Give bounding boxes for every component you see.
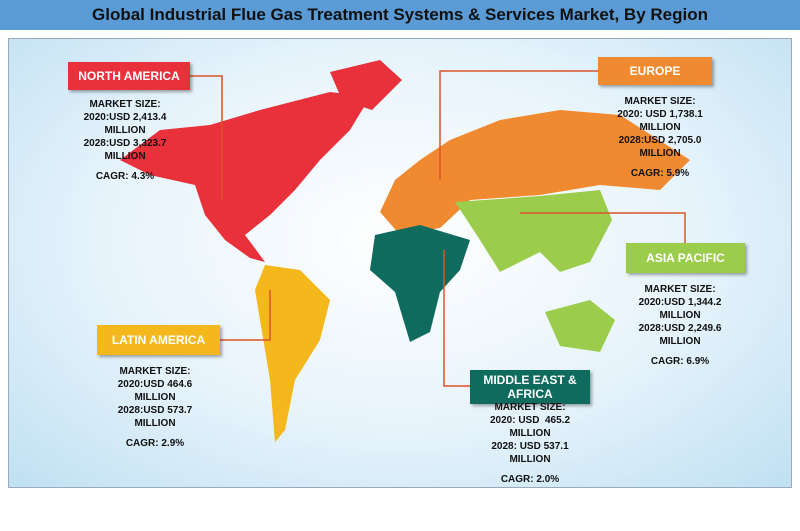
title: Global Industrial Flue Gas Treatment Sys… [0,0,800,30]
region-info: MARKET SIZE: 2020: USD 1,738.1 MILLION 2028… [595,95,725,180]
info-line: MILLION [659,310,701,321]
info-line: MARKET SIZE: [644,284,716,295]
info-line: 2020:USD 464.6 [117,379,193,390]
region-info: MARKET SIZE: 2020: USD 465.2 MILLION 2028: … [465,401,595,486]
info-line: 2020: USD 465.2 [489,415,571,426]
info-line: MARKET SIZE: [494,402,566,413]
info-line: MILLION [509,428,551,439]
info-line: MILLION [659,336,701,347]
info-line: CAGR: 4.3% [95,171,155,182]
info-line: CAGR: 2.9% [125,438,185,449]
connector [520,212,686,243]
asia-pacific [455,190,612,272]
info-line: CAGR: 5.9% [630,168,690,179]
info-line: CAGR: 2.0% [500,474,560,485]
region-label: ASIA PACIFIC [626,243,745,273]
connector [443,250,470,387]
north-america [120,92,370,262]
info-line: MILLION [104,151,146,162]
region-label: MIDDLE EAST & AFRICA [470,370,590,404]
australia [545,300,615,352]
info-line: 2020:USD 1,344.2 [638,297,722,308]
region-label: LATIN AMERICA [97,325,220,355]
info-line: MARKET SIZE: [119,366,191,377]
info-line: MARKET SIZE: [89,99,161,110]
south-america [255,265,330,442]
info-line: 2028:USD 573.7 [117,405,193,416]
connector [439,70,598,180]
info-line: MILLION [509,454,551,465]
info-line: 2020:USD 2,413.4 [83,112,167,123]
connector [220,290,271,341]
info-line: 2020: USD 1,738.1 [617,109,703,120]
info-line: 2028:USD 2,249.6 [638,323,722,334]
info-line: MILLION [639,148,681,159]
region-info: MARKET SIZE: 2020:USD 464.6 MILLION 2028:US… [90,365,220,450]
connectors [190,70,686,387]
info-line: 2028: USD 537.1 [491,441,569,452]
info-line: MILLION [104,125,146,136]
region-info: MARKET SIZE: 2020:USD 2,413.4 MILLION 2028:… [60,98,190,183]
region-info: MARKET SIZE: 2020:USD 1,344.2 MILLION 2028:… [615,283,745,368]
region-label: EUROPE [598,57,712,85]
africa [370,225,470,342]
info-line: MILLION [639,122,681,133]
info-line: MILLION [134,392,176,403]
info-line: CAGR: 6.9% [650,356,710,367]
greenland [330,60,402,110]
connector [190,75,223,200]
info-line: MILLION [134,418,176,429]
region-label: NORTH AMERICA [68,62,190,90]
info-line: MARKET SIZE: [624,96,696,107]
info-line: 2028:USD 3,323.7 [83,138,167,149]
info-line: 2028:USD 2,705.0 [618,135,702,146]
